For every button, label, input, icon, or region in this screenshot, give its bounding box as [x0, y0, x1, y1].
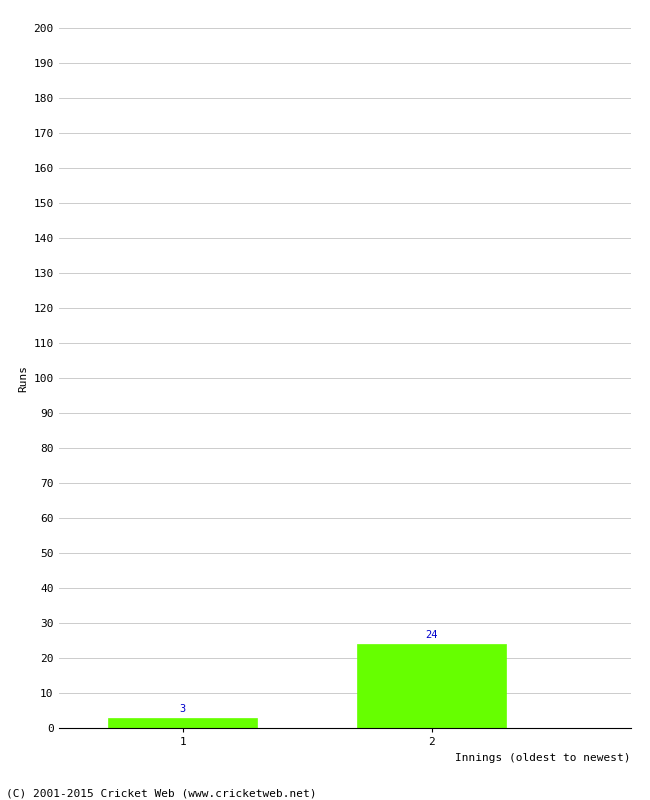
X-axis label: Innings (oldest to newest): Innings (oldest to newest)	[455, 753, 630, 762]
Text: 24: 24	[425, 630, 438, 641]
Bar	[357, 644, 506, 728]
Y-axis label: Runs: Runs	[18, 365, 28, 391]
Text: 3: 3	[179, 704, 186, 714]
Bar	[109, 718, 257, 728]
Text: (C) 2001-2015 Cricket Web (www.cricketweb.net): (C) 2001-2015 Cricket Web (www.cricketwe…	[6, 789, 317, 798]
